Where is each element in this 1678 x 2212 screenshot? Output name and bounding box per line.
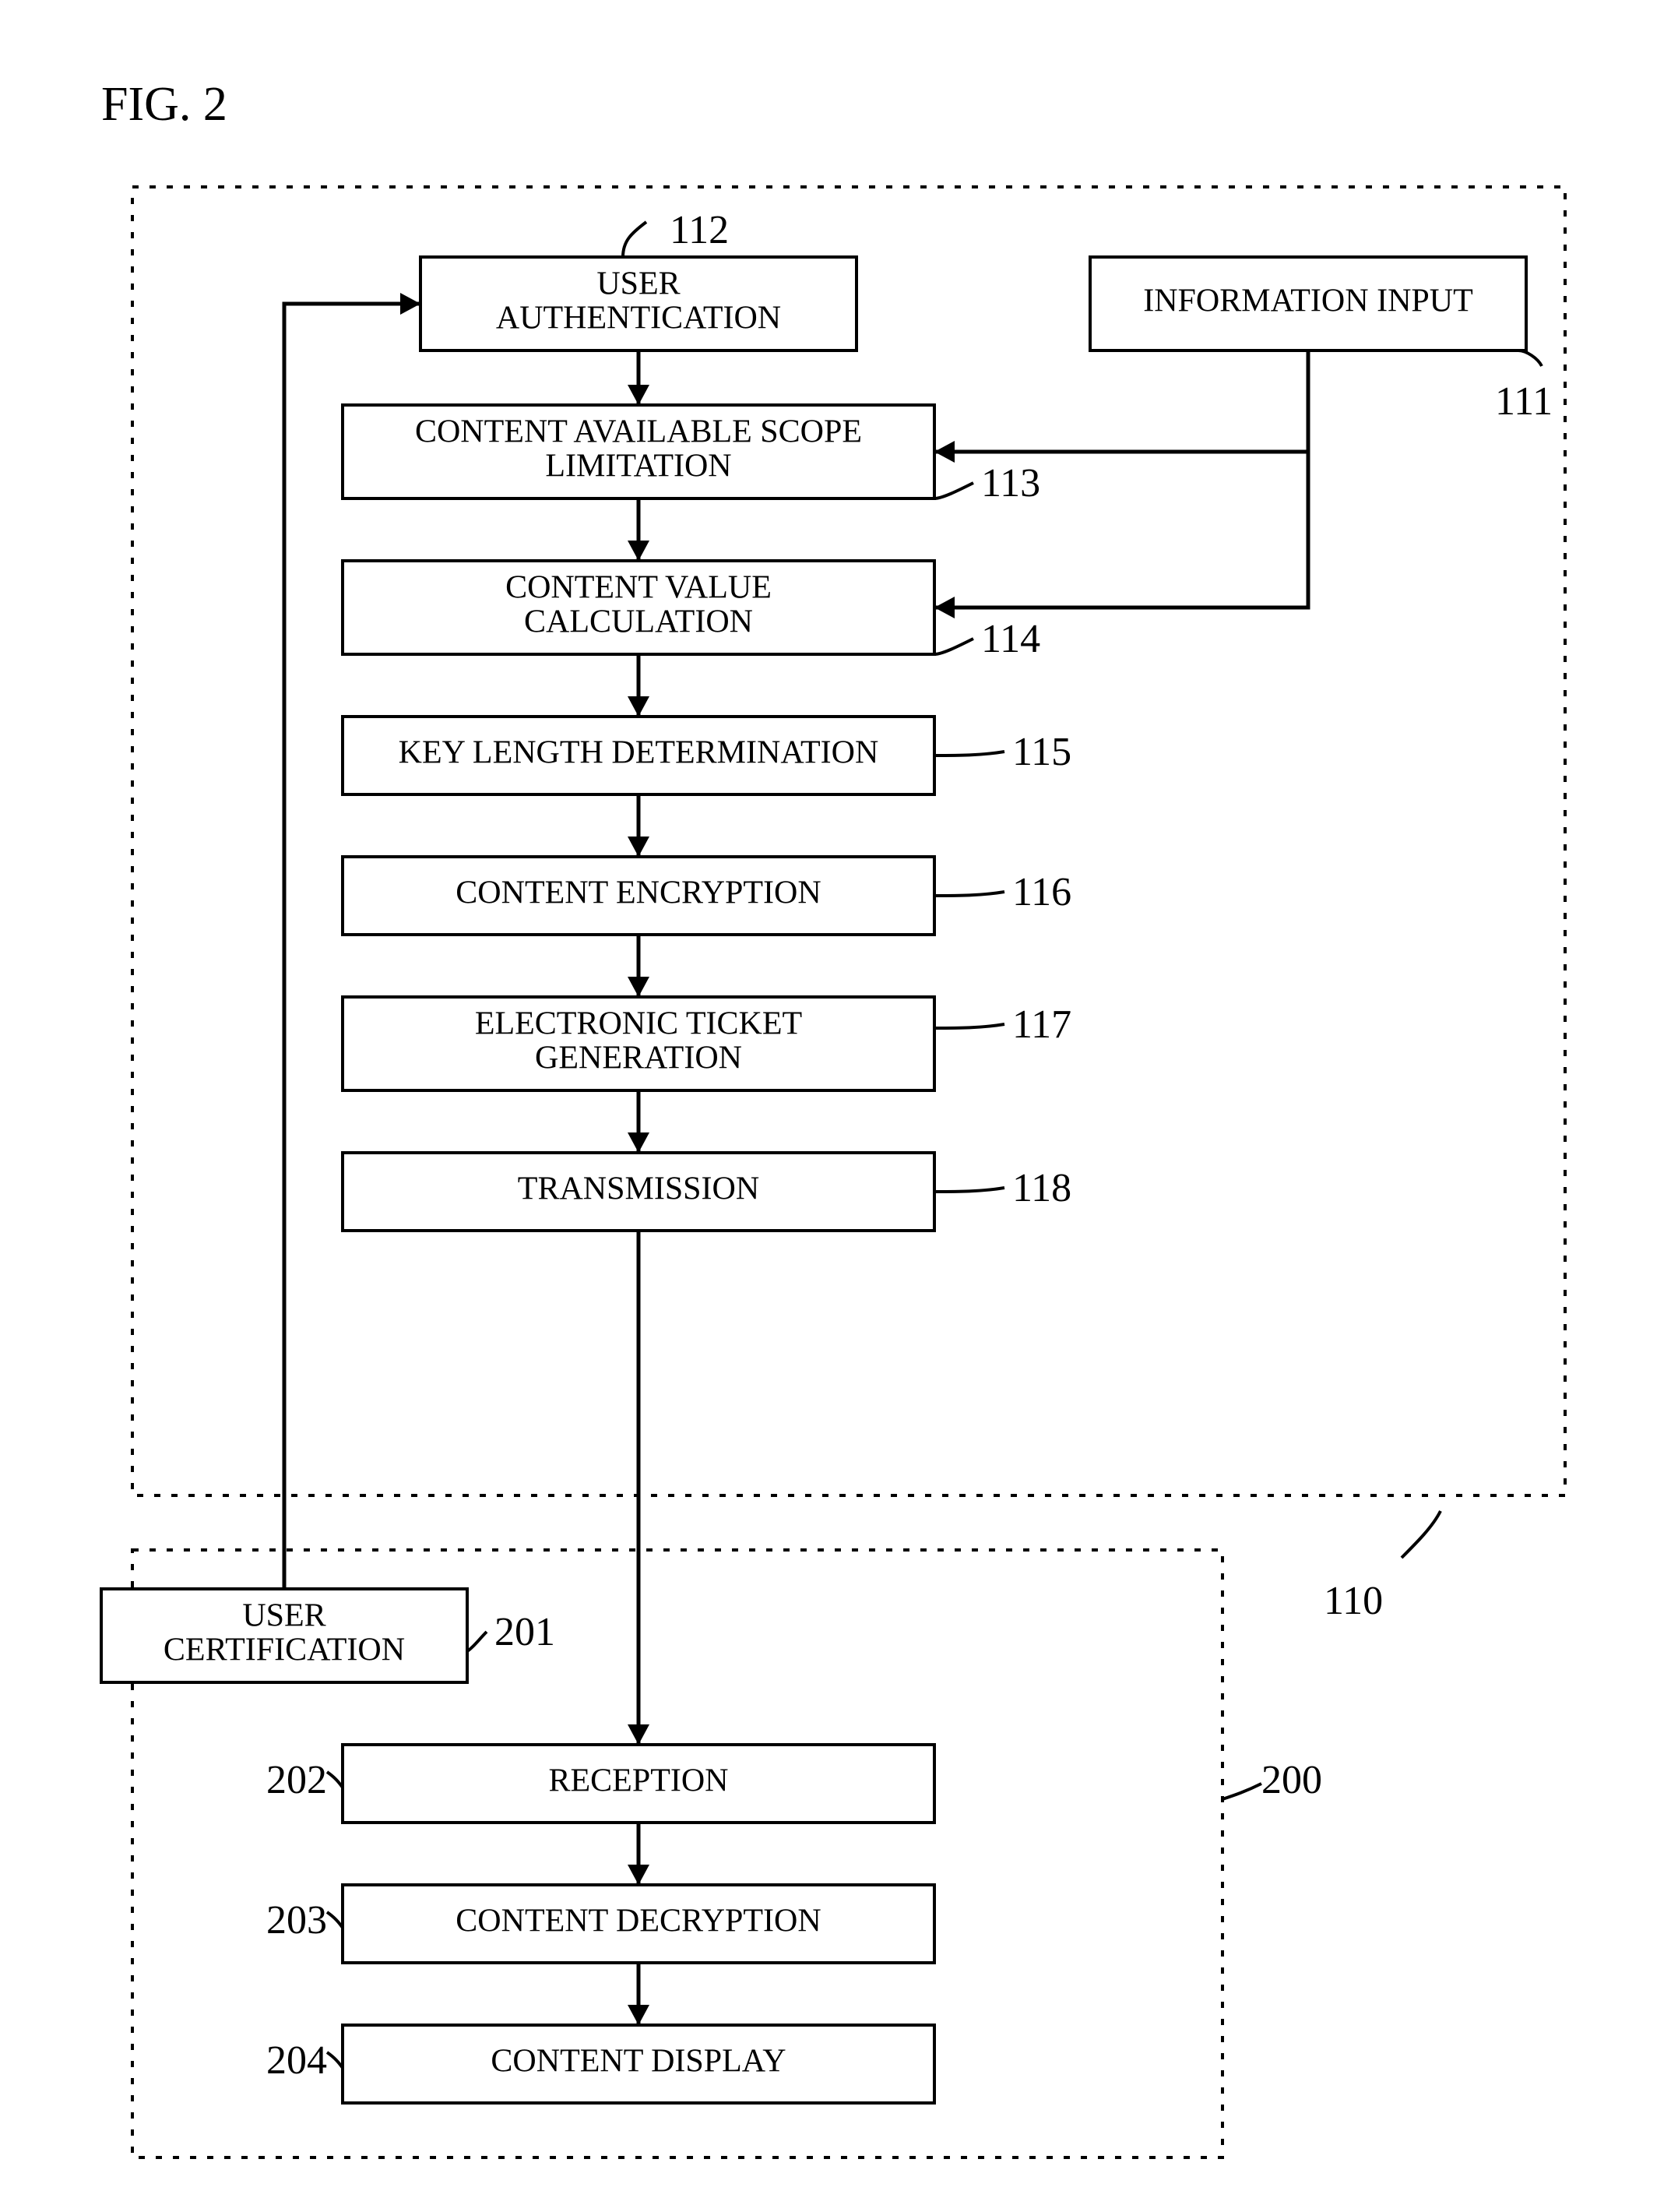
figure-title: FIG. 2 <box>101 78 227 131</box>
ref-label-b202: 202 <box>266 1758 327 1802</box>
box-203: CONTENT DECRYPTION <box>343 1885 934 1963</box>
box-201-label-line-1: CERTIFICATION <box>164 1633 405 1668</box>
ref-label-b117: 117 <box>1012 1002 1071 1047</box>
tick-b204 <box>327 2052 343 2068</box>
ref-label-b114: 114 <box>981 617 1040 661</box>
box-201: USERCERTIFICATION <box>101 1589 467 1682</box>
ref-label-b118: 118 <box>1012 1166 1071 1210</box>
ref-label-client-group: 200 <box>1261 1758 1322 1802</box>
box-117-label-line-0: ELECTRONIC TICKET <box>475 1006 802 1042</box>
box-114-label-line-1: CALCULATION <box>524 604 753 640</box>
tick-b203 <box>327 1912 343 1928</box>
tick-client-group <box>1222 1784 1261 1799</box>
box-114: CONTENT VALUECALCULATION <box>343 561 934 654</box>
tick-b114 <box>934 639 973 654</box>
box-113-label-line-0: CONTENT AVAILABLE SCOPE <box>415 414 862 450</box>
box-202: RECEPTION <box>343 1745 934 1823</box>
tick-b118 <box>934 1188 1004 1192</box>
box-204-label-line-0: CONTENT DISPLAY <box>491 2044 786 2080</box>
box-113-label-line-1: LIMITATION <box>545 449 731 484</box>
ref-label-b115: 115 <box>1012 730 1071 774</box>
ref-label-b201: 201 <box>494 1610 555 1654</box>
tick-b117 <box>934 1024 1004 1028</box>
box-114-label-line-0: CONTENT VALUE <box>505 570 772 606</box>
box-115-label-line-0: KEY LENGTH DETERMINATION <box>399 735 879 771</box>
ref-label-b113: 113 <box>981 461 1040 505</box>
box-111: INFORMATION INPUT <box>1090 257 1526 350</box>
box-118-label-line-0: TRANSMISSION <box>518 1171 759 1207</box>
box-112-label-line-0: USER <box>596 266 680 302</box>
tick-b115 <box>934 752 1004 756</box>
tick-b202 <box>327 1772 343 1788</box>
box-111-label-line-0: INFORMATION INPUT <box>1143 284 1473 319</box>
tick-b113 <box>934 483 973 498</box>
box-204: CONTENT DISPLAY <box>343 2025 934 2103</box>
box-118: TRANSMISSION <box>343 1153 934 1231</box>
ref-label-b112: 112 <box>670 208 729 252</box>
box-113: CONTENT AVAILABLE SCOPELIMITATION <box>343 405 934 498</box>
tick-b201 <box>467 1632 487 1651</box>
tick-b116 <box>934 892 1004 896</box>
box-112: USERAUTHENTICATION <box>420 257 857 350</box>
box-117-label-line-1: GENERATION <box>535 1041 742 1076</box>
ref-label-server-group: 110 <box>1324 1579 1383 1623</box>
ref-label-b204: 204 <box>266 2038 327 2083</box>
c-111-113 <box>934 350 1308 452</box>
box-116-label-line-0: CONTENT ENCRYPTION <box>456 875 821 911</box>
box-117: ELECTRONIC TICKETGENERATION <box>343 997 934 1090</box>
tick-b111 <box>1518 350 1542 366</box>
tick-b112 <box>623 222 646 257</box>
box-203-label-line-0: CONTENT DECRYPTION <box>456 1904 821 1939</box>
tick-server-group <box>1402 1511 1441 1558</box>
ref-label-b203: 203 <box>266 1898 327 1943</box>
box-202-label-line-0: RECEPTION <box>549 1763 729 1799</box>
ref-label-b116: 116 <box>1012 870 1071 914</box>
ref-label-b111: 111 <box>1495 379 1553 424</box>
box-201-label-line-0: USER <box>242 1598 325 1634</box>
server-group <box>132 187 1565 1495</box>
box-115: KEY LENGTH DETERMINATION <box>343 717 934 794</box>
box-112-label-line-1: AUTHENTICATION <box>496 301 781 336</box>
box-116: CONTENT ENCRYPTION <box>343 857 934 935</box>
